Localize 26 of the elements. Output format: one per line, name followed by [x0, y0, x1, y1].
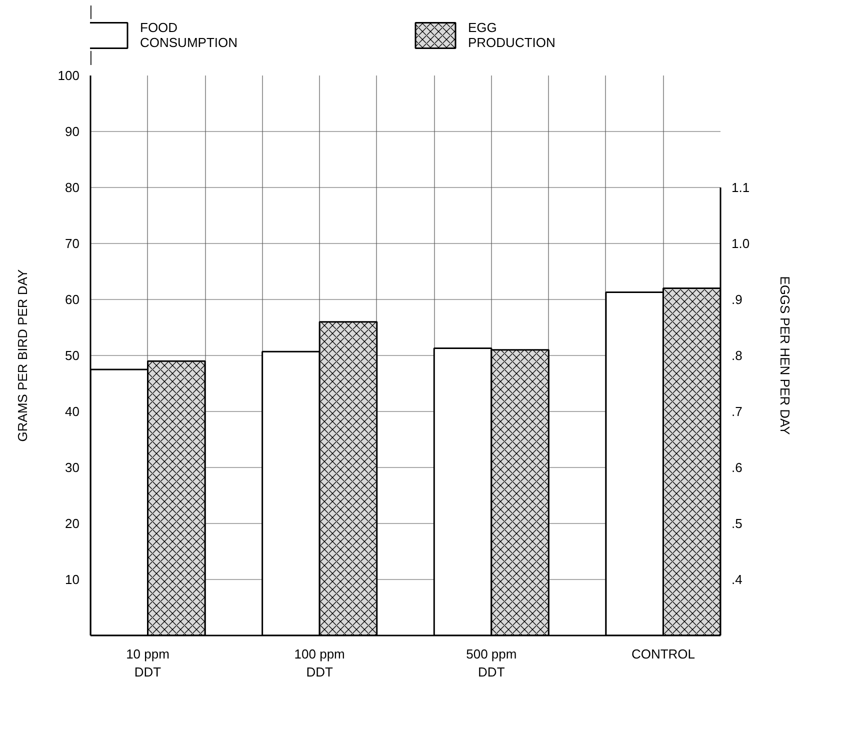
x-tick-label: CONTROL — [631, 646, 696, 662]
y2-tick-label: .6 — [732, 460, 742, 475]
y2-tick-label: .7 — [732, 404, 742, 419]
legend-label: EGG PRODUCTION — [468, 20, 556, 50]
x-tick-label: 500 ppm DDT — [466, 646, 517, 680]
y-axis-title: GRAMS PER BIRD PER DAY — [14, 268, 30, 442]
legend-label: FOOD CONSUMPTION — [140, 20, 238, 50]
y-tick-label: 10 — [65, 572, 80, 587]
x-tick-label: 10 ppm DDT — [126, 646, 170, 680]
y2-tick-label: 1.1 — [732, 180, 750, 195]
x-tick-label: 100 ppm DDT — [294, 646, 345, 680]
y-tick-label: 50 — [65, 348, 80, 363]
y2-tick-label: .8 — [732, 348, 742, 363]
y-tick-label: 80 — [65, 180, 80, 195]
y-tick-label: 40 — [65, 404, 80, 419]
y2-axis-title: EGGS PER HEN PER DAY — [778, 276, 793, 436]
y-tick-label: 70 — [65, 236, 80, 251]
y-tick-label: 60 — [65, 292, 80, 307]
y2-tick-label: 1.0 — [732, 236, 750, 251]
y-tick-label: 30 — [65, 460, 80, 475]
y2-tick-label: .9 — [732, 292, 742, 307]
y-tick-label: 90 — [65, 124, 80, 139]
y-tick-label: 100 — [58, 68, 80, 83]
y2-tick-label: .5 — [732, 516, 742, 531]
y-tick-label: 20 — [65, 516, 80, 531]
y2-tick-label: .4 — [732, 572, 742, 587]
